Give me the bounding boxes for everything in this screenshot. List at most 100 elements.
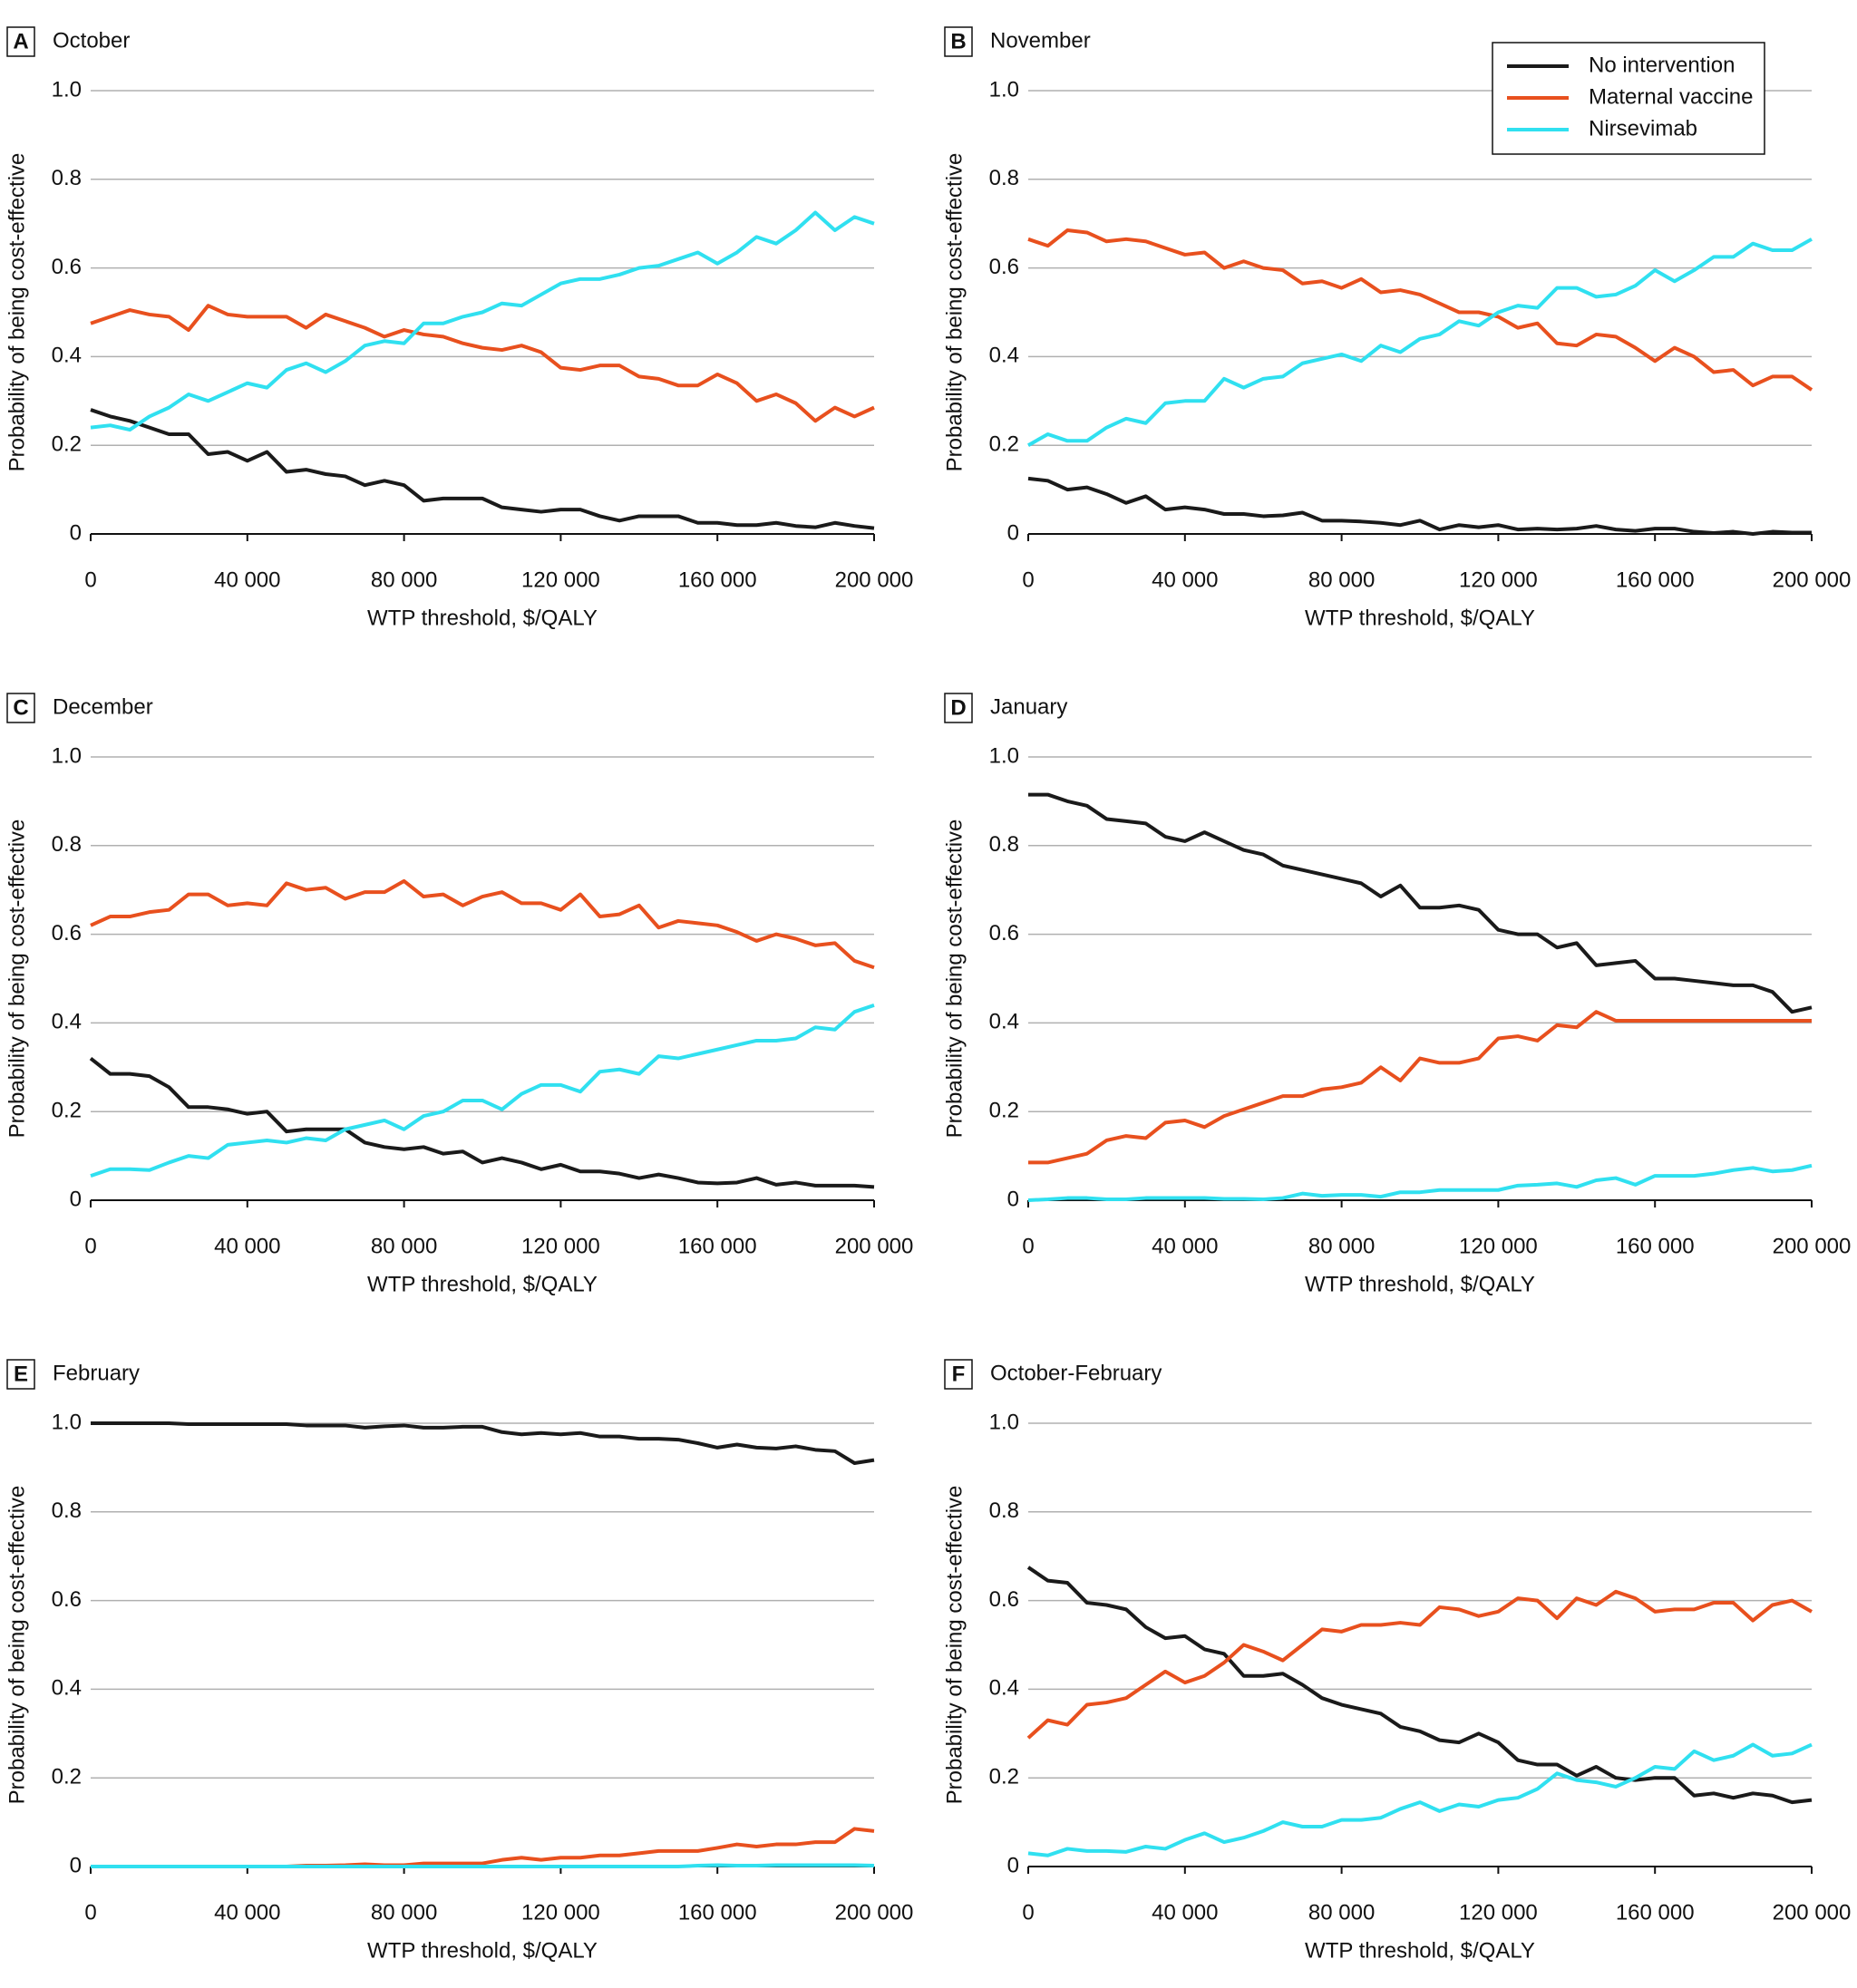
x-tick-label: 120 000 <box>521 1234 600 1258</box>
y-axis-label: Probability of being cost-effective <box>942 1486 967 1805</box>
legend-label: Maternal vaccine <box>1589 84 1753 109</box>
y-tick-label: 0.4 <box>989 344 1019 368</box>
y-tick-label: 0.6 <box>989 255 1019 279</box>
chart-title: October-February <box>990 1361 1162 1385</box>
series-line <box>1026 1589 1813 1740</box>
y-tick-label: 0 <box>1007 520 1019 545</box>
series-line <box>1027 1163 1813 1202</box>
y-tick-label: 0.6 <box>989 921 1019 946</box>
x-tick-label: 40 000 <box>1152 1234 1218 1258</box>
series-line <box>1027 1742 1813 1857</box>
series-line <box>91 1421 875 1466</box>
panel-label-box <box>944 1359 973 1390</box>
panel-label: F <box>952 1362 966 1386</box>
x-axis-label: WTP threshold, $/QALY <box>1305 1938 1535 1963</box>
x-tick-label: 80 000 <box>1308 1900 1375 1925</box>
panel-label: A <box>13 29 28 53</box>
y-tick-label: 0.2 <box>52 1765 82 1789</box>
x-axis-label: WTP threshold, $/QALY <box>1305 606 1535 630</box>
x-tick-label: 200 000 <box>1773 1900 1852 1925</box>
y-tick-label: 0.8 <box>52 166 82 190</box>
x-tick-label: 0 <box>1022 1900 1034 1925</box>
y-tick-label: 0.4 <box>52 1676 82 1701</box>
x-axis-label: WTP threshold, $/QALY <box>367 1272 598 1296</box>
y-tick-label: 1.0 <box>52 77 82 102</box>
chart-title: February <box>53 1361 140 1385</box>
series-line <box>90 210 875 432</box>
series-line <box>1027 476 1812 536</box>
x-tick-label: 200 000 <box>835 1900 914 1925</box>
x-tick-label: 160 000 <box>678 1900 757 1925</box>
panel-label-box <box>944 693 973 723</box>
y-tick-label: 0.6 <box>989 1587 1019 1612</box>
y-tick-label: 0.6 <box>52 1587 82 1612</box>
x-tick-label: 80 000 <box>1308 567 1375 592</box>
y-tick-label: 0.4 <box>989 1676 1019 1701</box>
series-line <box>89 1056 875 1189</box>
x-tick-label: 40 000 <box>214 1900 280 1925</box>
x-tick-label: 120 000 <box>521 567 600 592</box>
y-tick-label: 0.2 <box>989 1765 1019 1789</box>
x-tick-label: 0 <box>1022 1234 1034 1258</box>
chart-title: November <box>990 28 1091 53</box>
panel-label-box <box>6 693 35 723</box>
legend-label: No intervention <box>1589 53 1735 77</box>
chart-title: January <box>990 694 1067 719</box>
x-tick-label: 80 000 <box>371 1900 437 1925</box>
y-tick-label: 1.0 <box>989 1410 1019 1434</box>
x-tick-label: 0 <box>84 567 96 592</box>
x-tick-label: 80 000 <box>371 1234 437 1258</box>
series-line <box>90 1003 875 1178</box>
x-tick-label: 40 000 <box>1152 567 1218 592</box>
y-tick-label: 0.4 <box>989 1010 1019 1034</box>
x-axis-label: WTP threshold, $/QALY <box>367 606 598 630</box>
x-tick-label: 80 000 <box>1308 1234 1375 1258</box>
y-axis-label: Probability of being cost-effective <box>942 153 967 472</box>
chart-panel: E February 0 0.2 0.4 0.6 0.8 1.0 0 40 000 80 000 12… <box>5 1359 914 1963</box>
y-tick-label: 0.2 <box>52 1099 82 1123</box>
series-line <box>90 878 875 970</box>
x-tick-label: 0 <box>84 1900 96 1925</box>
series-line <box>1027 228 1813 392</box>
series-line <box>1028 1010 1812 1165</box>
y-tick-label: 0.8 <box>52 832 82 857</box>
y-tick-label: 0.4 <box>52 344 82 368</box>
x-tick-label: 160 000 <box>1616 1234 1695 1258</box>
chart-title: December <box>53 694 153 719</box>
x-tick-label: 0 <box>1022 567 1034 592</box>
y-tick-label: 0.4 <box>52 1010 82 1034</box>
series-line <box>90 408 875 530</box>
series-line <box>90 304 875 423</box>
series-line <box>1026 1566 1813 1805</box>
x-tick-label: 40 000 <box>214 1234 280 1258</box>
y-tick-label: 0 <box>70 1853 82 1877</box>
panel-label-box <box>6 26 35 57</box>
y-tick-label: 0.2 <box>989 1099 1019 1123</box>
x-tick-label: 200 000 <box>1773 1234 1852 1258</box>
chart-panel: D January 0 0.2 0.4 0.6 0.8 1.0 0 40 000 80 000 120… <box>942 693 1851 1296</box>
panel-label: C <box>13 695 28 720</box>
y-tick-label: 0.8 <box>989 1498 1019 1523</box>
panel-label-box <box>944 26 973 57</box>
y-tick-label: 0.6 <box>52 255 82 279</box>
x-tick-label: 160 000 <box>1616 1900 1695 1925</box>
x-tick-label: 200 000 <box>835 567 914 592</box>
x-tick-label: 40 000 <box>214 567 280 592</box>
y-tick-label: 1.0 <box>52 743 82 768</box>
y-tick-label: 0.8 <box>52 1498 82 1523</box>
x-tick-label: 0 <box>84 1234 96 1258</box>
x-tick-label: 160 000 <box>678 567 757 592</box>
y-axis-label: Probability of being cost-effective <box>5 153 29 472</box>
x-tick-label: 120 000 <box>1459 1900 1538 1925</box>
series-line <box>1028 792 1813 1014</box>
x-tick-label: 200 000 <box>835 1234 914 1258</box>
x-axis-label: WTP threshold, $/QALY <box>367 1938 598 1963</box>
series-line <box>91 1863 875 1868</box>
y-tick-label: 0 <box>1007 1853 1019 1877</box>
y-tick-label: 0.2 <box>989 432 1019 457</box>
x-tick-label: 120 000 <box>1459 567 1538 592</box>
y-axis-label: Probability of being cost-effective <box>942 819 967 1139</box>
y-tick-label: 1.0 <box>52 1410 82 1434</box>
y-tick-label: 1.0 <box>989 77 1019 102</box>
